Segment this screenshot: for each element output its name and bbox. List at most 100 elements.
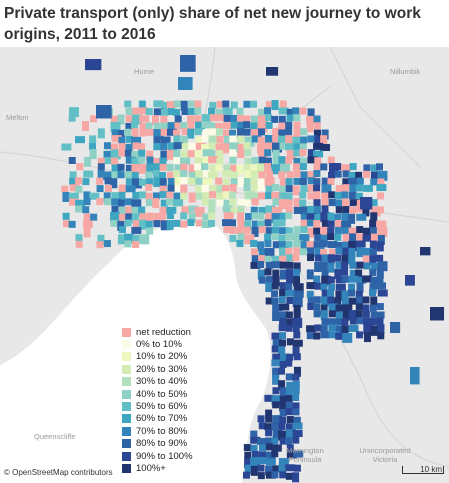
region-polygon[interactable] (306, 122, 314, 133)
region-polygon[interactable] (216, 185, 224, 196)
region-polygon[interactable] (370, 325, 381, 336)
region-polygon[interactable] (341, 275, 349, 283)
region-polygon[interactable] (285, 128, 293, 136)
region-polygon[interactable] (194, 100, 202, 108)
region-polygon[interactable] (320, 261, 328, 272)
region-polygon[interactable] (292, 408, 300, 416)
region-polygon[interactable] (111, 157, 119, 165)
region-polygon[interactable] (306, 269, 314, 280)
region-polygon[interactable] (209, 128, 220, 139)
region-polygon[interactable] (320, 331, 331, 339)
region-polygon[interactable] (356, 317, 364, 325)
region-polygon[interactable] (307, 149, 315, 160)
region-polygon[interactable] (125, 213, 133, 221)
legend-item[interactable]: 70% to 80% (122, 425, 193, 437)
region-polygon[interactable] (292, 297, 303, 308)
region-polygon[interactable] (250, 115, 261, 126)
region-polygon[interactable] (327, 290, 335, 298)
region-polygon[interactable] (292, 163, 300, 171)
region-polygon[interactable] (173, 108, 181, 116)
region-polygon[interactable] (335, 290, 346, 301)
region-polygon[interactable] (320, 226, 328, 237)
region-polygon[interactable] (335, 276, 346, 284)
region-polygon[interactable] (321, 275, 332, 286)
region-polygon[interactable] (279, 247, 287, 258)
region-polygon[interactable] (118, 129, 126, 137)
region-polygon[interactable] (362, 296, 370, 304)
region-polygon[interactable] (341, 297, 352, 305)
region-polygon[interactable] (215, 164, 223, 172)
region-polygon[interactable] (159, 191, 170, 199)
region-polygon[interactable] (250, 444, 258, 452)
region-polygon[interactable] (320, 135, 328, 146)
region-polygon[interactable] (75, 136, 86, 144)
region-polygon[interactable] (321, 184, 332, 195)
region-polygon[interactable] (250, 164, 261, 172)
region-polygon[interactable] (369, 268, 377, 276)
region-polygon[interactable] (104, 157, 112, 165)
region-polygon[interactable] (348, 275, 359, 283)
region-polygon[interactable] (272, 198, 283, 206)
region-polygon[interactable] (110, 121, 121, 132)
region-polygon[interactable] (110, 219, 118, 227)
region-polygon[interactable] (265, 451, 276, 459)
legend-item[interactable]: 100%+ (122, 462, 193, 474)
region-polygon[interactable] (69, 171, 77, 179)
region-polygon[interactable] (153, 108, 164, 116)
region-polygon[interactable] (258, 255, 266, 263)
region-polygon[interactable] (118, 226, 126, 234)
region-polygon[interactable] (264, 423, 275, 431)
region-polygon[interactable] (209, 114, 217, 122)
region-polygon[interactable] (292, 107, 300, 118)
region-polygon[interactable] (187, 219, 195, 227)
region-polygon[interactable] (117, 163, 125, 171)
region-polygon[interactable] (363, 170, 371, 178)
region-polygon[interactable] (279, 409, 287, 417)
region-polygon[interactable] (265, 121, 273, 129)
region-polygon[interactable] (286, 150, 297, 161)
region-polygon[interactable] (377, 324, 385, 335)
region-polygon[interactable] (194, 115, 202, 123)
region-polygon[interactable] (278, 458, 289, 469)
region-polygon[interactable] (62, 212, 70, 220)
region-polygon[interactable] (272, 374, 280, 385)
region-polygon[interactable] (341, 262, 349, 270)
region-polygon[interactable] (292, 317, 303, 328)
region-polygon[interactable] (75, 234, 83, 242)
region-polygon[interactable] (250, 100, 258, 108)
region-polygon[interactable] (271, 450, 279, 458)
region-polygon[interactable] (321, 289, 329, 300)
region-polygon[interactable] (293, 450, 304, 458)
region-polygon[interactable] (348, 283, 356, 294)
region-polygon[interactable] (355, 192, 363, 200)
region-polygon[interactable] (349, 269, 357, 277)
region-polygon[interactable] (153, 163, 164, 171)
region-polygon[interactable] (307, 247, 315, 258)
region-polygon[interactable] (313, 142, 324, 150)
region-polygon[interactable] (265, 415, 273, 423)
region-polygon[interactable] (285, 199, 293, 207)
region-polygon[interactable] (125, 135, 133, 143)
region-polygon[interactable] (153, 177, 161, 188)
region-polygon[interactable] (299, 177, 307, 185)
region-polygon[interactable] (356, 282, 364, 293)
region-polygon[interactable] (278, 107, 289, 115)
region-polygon[interactable] (348, 213, 356, 224)
region-polygon[interactable] (300, 185, 311, 193)
region-polygon[interactable] (139, 129, 147, 137)
region-polygon[interactable] (223, 226, 234, 234)
region-polygon[interactable] (215, 128, 223, 136)
region-polygon[interactable] (194, 163, 202, 171)
region-polygon[interactable] (376, 276, 384, 284)
region-polygon[interactable] (237, 121, 245, 129)
region-polygon[interactable] (159, 157, 167, 168)
region-polygon[interactable] (257, 143, 265, 154)
region-polygon[interactable] (279, 100, 287, 108)
region-polygon[interactable] (153, 143, 161, 151)
region-polygon[interactable] (251, 212, 259, 220)
region-polygon[interactable] (342, 310, 353, 321)
region-polygon[interactable] (243, 142, 251, 150)
region-polygon[interactable] (300, 171, 308, 179)
region-polygon[interactable] (118, 143, 126, 151)
region-polygon[interactable] (377, 178, 385, 189)
